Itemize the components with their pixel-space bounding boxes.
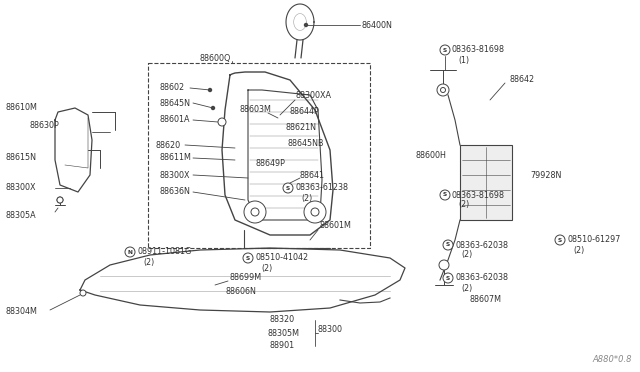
Text: 88305M: 88305M [268, 328, 300, 337]
Circle shape [244, 201, 266, 223]
Circle shape [125, 247, 135, 257]
Circle shape [440, 45, 450, 55]
Text: 88600Q: 88600Q [200, 54, 232, 62]
Text: 08363-62038: 08363-62038 [455, 273, 508, 282]
Text: 88620: 88620 [155, 141, 180, 150]
Text: S: S [446, 243, 450, 247]
Text: 88300XA: 88300XA [295, 90, 331, 99]
Circle shape [443, 273, 453, 283]
Text: 88305A: 88305A [5, 211, 36, 219]
Text: S: S [446, 276, 450, 280]
Text: 88300: 88300 [318, 326, 343, 334]
Circle shape [440, 87, 445, 93]
Text: 08363-61238: 08363-61238 [295, 183, 348, 192]
Text: (2): (2) [458, 201, 469, 209]
Text: 08363-62038: 08363-62038 [455, 241, 508, 250]
Text: 88644P: 88644P [290, 108, 320, 116]
Text: 88621N: 88621N [285, 124, 316, 132]
Bar [460, 145, 512, 220]
Text: (2): (2) [573, 246, 584, 254]
Text: S: S [246, 256, 250, 260]
Circle shape [209, 89, 211, 92]
Text: 88901: 88901 [270, 341, 295, 350]
Text: 88606N: 88606N [225, 288, 256, 296]
Circle shape [443, 240, 453, 250]
Circle shape [304, 201, 326, 223]
Text: 88603M: 88603M [240, 106, 272, 115]
Text: S: S [286, 186, 290, 190]
Text: 88304M: 88304M [5, 308, 37, 317]
Text: 88601A: 88601A [160, 115, 191, 125]
Text: S: S [558, 237, 562, 243]
Text: 88641: 88641 [300, 170, 325, 180]
Text: 88602: 88602 [160, 83, 185, 93]
Text: 08510-41042: 08510-41042 [255, 253, 308, 263]
Text: A880*0.8: A880*0.8 [593, 355, 632, 364]
Text: 88645NB: 88645NB [288, 138, 324, 148]
Text: (2): (2) [301, 193, 312, 202]
Text: (1): (1) [458, 55, 469, 64]
Text: (2): (2) [461, 283, 472, 292]
Text: 88642: 88642 [510, 76, 535, 84]
Text: 88320: 88320 [270, 315, 295, 324]
Circle shape [439, 260, 449, 270]
Circle shape [57, 197, 63, 203]
Circle shape [243, 253, 253, 263]
Text: 86400N: 86400N [362, 20, 393, 29]
Text: 08510-61297: 08510-61297 [567, 235, 620, 244]
Circle shape [251, 208, 259, 216]
Circle shape [211, 106, 214, 109]
Text: 88636N: 88636N [160, 187, 191, 196]
Text: 88300X: 88300X [160, 170, 191, 180]
Text: 79928N: 79928N [530, 170, 561, 180]
Text: 88630P: 88630P [30, 121, 60, 129]
Circle shape [80, 290, 86, 296]
Text: 88600H: 88600H [415, 151, 446, 160]
Circle shape [283, 183, 293, 193]
Text: 88645N: 88645N [160, 99, 191, 108]
Text: S: S [443, 192, 447, 198]
Text: 88300X: 88300X [5, 183, 35, 192]
Text: (2): (2) [143, 259, 154, 267]
Circle shape [305, 23, 307, 26]
Text: 88610M: 88610M [5, 103, 37, 112]
Circle shape [555, 235, 565, 245]
Text: 88699M: 88699M [230, 273, 262, 282]
Bar [148, 63, 370, 248]
Circle shape [440, 190, 450, 200]
Text: 08911-1081G: 08911-1081G [137, 247, 191, 257]
Text: 88615N: 88615N [5, 154, 36, 163]
Text: 88611M: 88611M [160, 154, 192, 163]
Circle shape [437, 84, 449, 96]
Text: 08363-81698: 08363-81698 [452, 190, 505, 199]
Text: (2): (2) [261, 263, 272, 273]
Text: 08363-81698: 08363-81698 [452, 45, 505, 55]
Text: 88607M: 88607M [470, 295, 502, 305]
Text: S: S [443, 48, 447, 52]
Text: N: N [127, 250, 132, 254]
Text: 88649P: 88649P [255, 158, 285, 167]
Text: (2): (2) [461, 250, 472, 260]
Text: 88601M: 88601M [320, 221, 352, 230]
Circle shape [218, 118, 226, 126]
Circle shape [57, 197, 63, 203]
Circle shape [311, 208, 319, 216]
